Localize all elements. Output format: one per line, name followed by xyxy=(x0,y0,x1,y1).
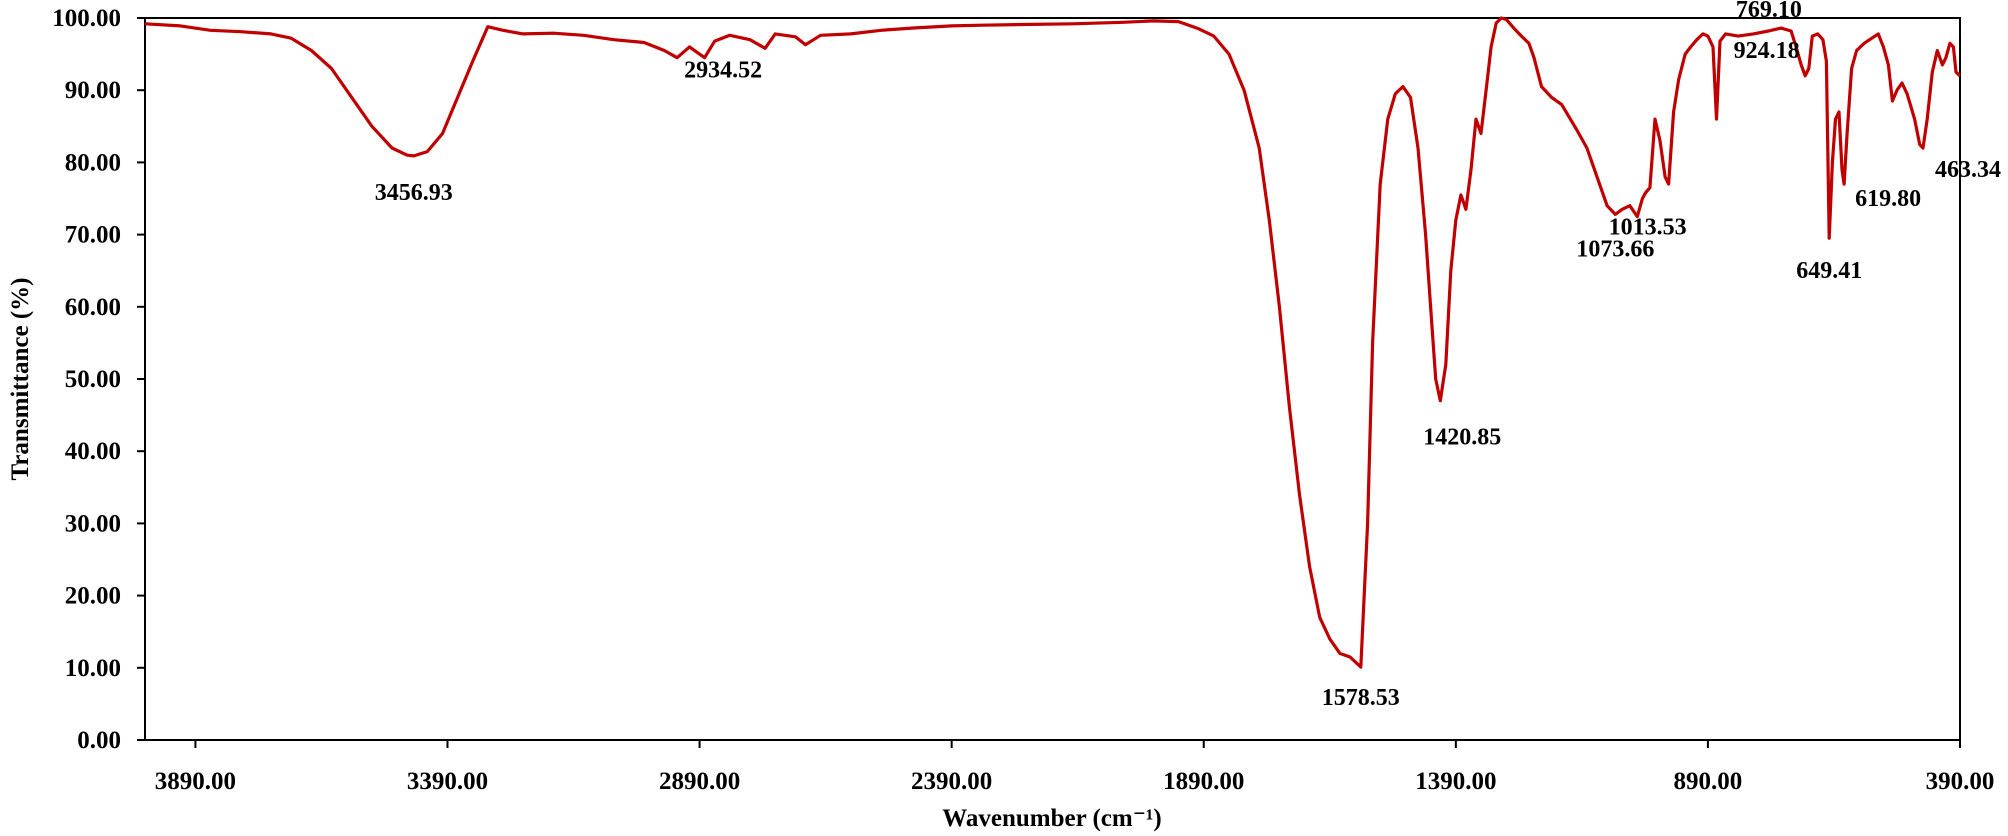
peak-label: 1013.53 xyxy=(1609,215,1687,241)
peak-label: 649.41 xyxy=(1796,258,1862,284)
plot-area-frame xyxy=(144,17,1961,741)
peak-label: 769.10 xyxy=(1736,0,1802,23)
peak-annotations: 3456.93 2934.52 1578.53 1420.85 1073.661013.… xyxy=(375,0,2001,711)
peak-label: 924.18 xyxy=(1734,38,1800,64)
y-tick-label: 90.00 xyxy=(65,77,121,104)
y-tick-label: 30.00 xyxy=(65,510,121,537)
y-tick-label: 0.00 xyxy=(77,727,121,754)
peak-label: 463.34 xyxy=(1935,157,2001,183)
y-tick-label: 10.00 xyxy=(65,655,121,682)
y-tick-label: 100.00 xyxy=(52,5,121,32)
x-tick-label: 1390.00 xyxy=(1415,768,1496,795)
peak-label: 2934.52 xyxy=(684,58,762,84)
x-tick-label: 2890.00 xyxy=(659,768,740,795)
x-tick-label: 1890.00 xyxy=(1163,768,1244,795)
y-tick-label: 70.00 xyxy=(65,222,121,249)
x-tick-label: 2390.00 xyxy=(911,768,992,795)
peak-label: 1578.53 xyxy=(1322,685,1400,711)
peak-label: 1420.85 xyxy=(1423,425,1501,451)
spectrum-line-0 xyxy=(144,16,1962,669)
x-tick-label: 3890.00 xyxy=(155,768,236,795)
y-tick-label: 60.00 xyxy=(65,294,121,321)
x-tick-label: 390.00 xyxy=(1926,768,1995,795)
y-axis-title: Transmittance (%) xyxy=(7,278,34,481)
x-tick-label: 890.00 xyxy=(1674,768,1743,795)
y-tick-label: 20.00 xyxy=(65,583,121,610)
y-tick-label: 40.00 xyxy=(65,438,121,465)
y-tick-label: 80.00 xyxy=(65,149,121,176)
y-axis-ticks: 0.00 10.00 20.00 30.00 40.00 50.00 60.00 70.00 8… xyxy=(52,5,145,754)
x-axis-title: Wavenumber (cm⁻¹) xyxy=(942,805,1162,832)
peak-label: 619.80 xyxy=(1855,186,1921,212)
peak-label: 1073.66 xyxy=(1576,236,1654,262)
x-tick-label: 3390.00 xyxy=(407,768,488,795)
peak-label: 3456.93 xyxy=(375,180,453,206)
x-axis-ticks: 3890.00 3390.00 2890.00 2390.00 1890.00 1390.… xyxy=(155,740,1995,795)
series-layer xyxy=(144,16,1962,669)
y-tick-label: 50.00 xyxy=(65,366,121,393)
